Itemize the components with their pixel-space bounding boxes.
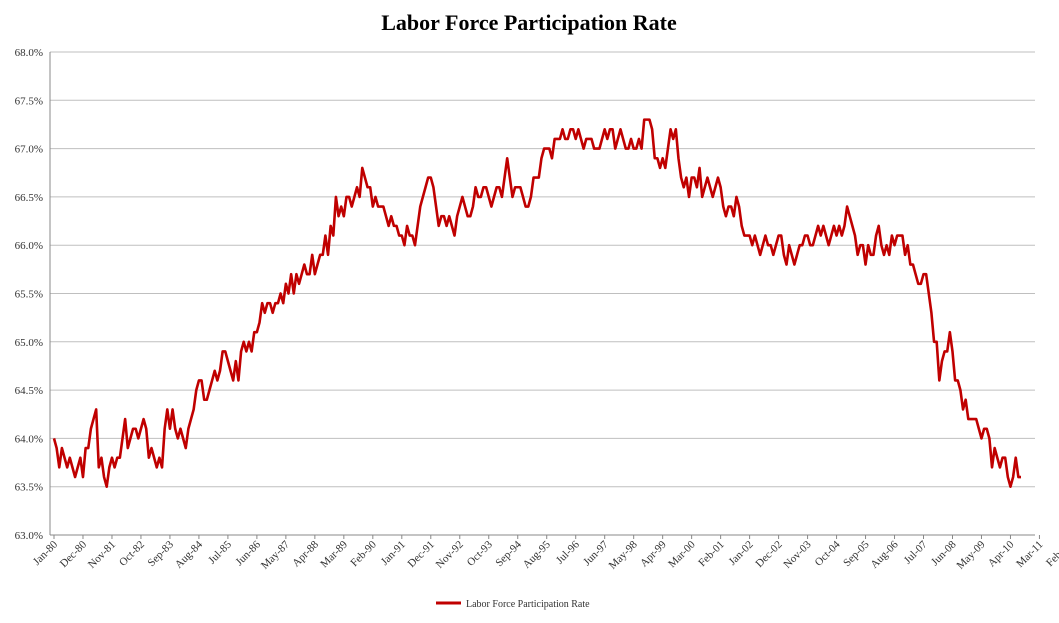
y-tick-label: 65.5% — [15, 289, 43, 301]
legend: Labor Force Participation Rate — [436, 599, 590, 610]
x-tick-label: Mar-89 — [318, 538, 350, 570]
legend-label: Labor Force Participation Rate — [466, 599, 590, 610]
y-tick-label: 64.5% — [15, 385, 43, 397]
x-tick-label: Sep-94 — [493, 538, 524, 569]
y-tick-label: 63.0% — [15, 530, 43, 542]
grid-lines — [49, 51, 1035, 536]
x-tick-label: Oct-04 — [813, 538, 843, 568]
chart-title: Labor Force Participation Rate — [381, 10, 677, 35]
x-tick-label: Jul-07 — [902, 538, 930, 566]
y-tick-label: 67.0% — [15, 144, 43, 156]
y-tick-label: 66.0% — [15, 240, 43, 252]
x-tick-label: Mar-11 — [1014, 539, 1045, 570]
x-tick-label: Jan-91 — [379, 539, 408, 568]
x-tick-label: Dec-02 — [753, 539, 784, 570]
x-tick-label: May-09 — [954, 538, 987, 571]
x-tick-label: Feb-01 — [696, 539, 727, 570]
x-tick-label: Aug-95 — [521, 538, 554, 571]
x-tick-label: Aug-84 — [173, 538, 206, 571]
y-tick-label: 63.5% — [15, 482, 43, 494]
x-tick-label: Apr-99 — [638, 538, 669, 569]
y-tick-label: 68.0% — [15, 47, 43, 59]
x-tick-label: Nov-92 — [434, 539, 466, 571]
x-tick-label: Feb-90 — [348, 538, 379, 569]
x-tick-label: Jan-80 — [31, 538, 61, 568]
x-tick-label: Dec-80 — [58, 538, 90, 570]
x-tick-label: Oct-93 — [465, 538, 495, 568]
x-tick-label: May-98 — [607, 538, 640, 571]
x-tick-label: Sep-05 — [841, 538, 872, 569]
x-tick-label: Jul-85 — [206, 538, 234, 566]
x-tick-label: Mar-00 — [666, 538, 698, 570]
x-tick-label: Feb-12 — [1044, 539, 1059, 570]
x-tick-label: Jan-02 — [727, 539, 756, 568]
x-tick-label: Dec-91 — [406, 539, 437, 570]
y-axis-ticks: 63.0% 63.5% 64.0% 64.5% 65.0% 65.5% 66.0% 66.5%… — [15, 47, 43, 542]
x-tick-label: Apr-10 — [986, 538, 1017, 569]
x-tick-label: Nov-81 — [86, 539, 118, 571]
y-tick-label: 65.0% — [15, 337, 43, 349]
series-group — [52, 118, 1021, 489]
x-tick-label: Jul-96 — [554, 538, 582, 566]
series-line — [52, 118, 1021, 489]
x-tick-label: Aug-06 — [868, 538, 901, 571]
x-tick-label: Sep-83 — [146, 538, 177, 569]
y-tick-label: 66.5% — [15, 192, 43, 204]
x-tick-label: Apr-88 — [290, 538, 321, 569]
y-tick-label: 67.5% — [15, 95, 43, 107]
x-tick-label: Oct-82 — [117, 539, 147, 569]
y-tick-label: 64.0% — [15, 433, 43, 445]
x-tick-label: Nov-03 — [781, 538, 814, 571]
x-tick-label: May-87 — [259, 538, 292, 571]
